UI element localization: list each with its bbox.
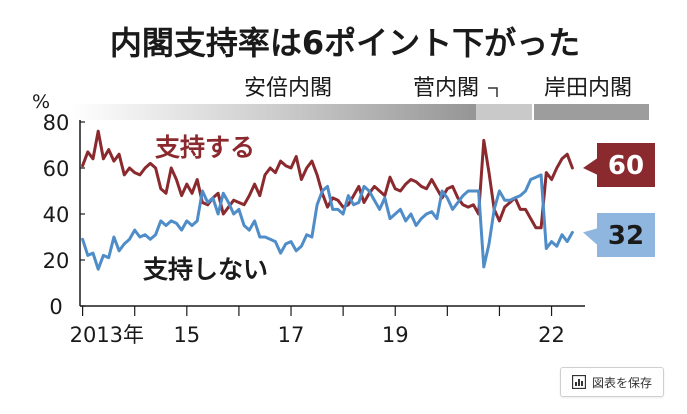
era-bar-kishida: [534, 104, 649, 120]
y-tick-label: 60: [43, 157, 70, 181]
x-tick-label: 19: [382, 323, 409, 347]
y-axis-label: %: [32, 91, 50, 113]
x-tick-label: 17: [278, 323, 305, 347]
axes: 0 20 40 60 80 2013年 15 17 19 22: [43, 111, 585, 347]
era-label: 岸田内閣: [544, 76, 632, 101]
era-bar-abe: [70, 104, 505, 120]
y-tick-label: 80: [43, 111, 70, 135]
y-tick-label: 20: [43, 249, 70, 273]
save-chart-label: 図表を保存: [591, 375, 652, 390]
x-tick-label: 15: [173, 323, 200, 347]
cabinet-era-bars: 安倍内閣 菅内閣 岸田内閣: [70, 76, 649, 120]
series-lines: [81, 129, 574, 271]
y-tick-label: 0: [49, 295, 62, 319]
era-label: 菅内閣: [413, 76, 479, 101]
y-tick-label: 40: [43, 203, 70, 227]
save-chart-button[interactable]: 図表を保存: [560, 367, 664, 397]
approval-end-value-label: 60: [608, 151, 644, 181]
approval-series-name: 支持する: [155, 133, 255, 162]
x-tick-label: 2013年: [70, 323, 144, 347]
era-label: 安倍内閣: [244, 76, 332, 101]
disapproval-end-value-label: 32: [608, 221, 644, 251]
approval-end-tag: [583, 143, 655, 187]
era-bar-suga: [476, 104, 532, 120]
disapproval-end-tag: [583, 213, 655, 257]
x-tick-label: 22: [538, 323, 565, 347]
approval-series-line: [81, 129, 574, 230]
disapproval-series-name: 支持しない: [143, 255, 268, 284]
era-bracket: [488, 87, 498, 97]
chart-icon: [571, 375, 586, 389]
chart-title: 内閣支持率は6ポイント下がった: [110, 24, 580, 62]
disapproval-series-line: [81, 173, 574, 271]
